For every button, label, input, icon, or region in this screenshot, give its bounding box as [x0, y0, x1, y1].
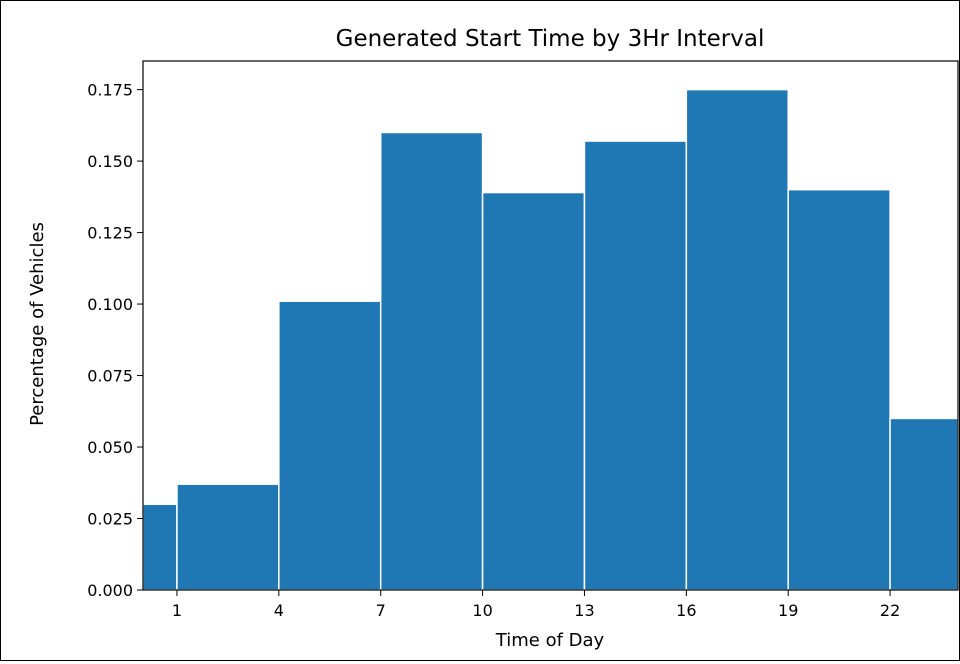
bar-5: [583, 140, 688, 591]
x-tick-label-1: 4: [274, 601, 284, 620]
bars-group: [142, 88, 959, 591]
bar-4: [481, 191, 586, 591]
x-axis: 1 4 7 10 13 16 19 22: [172, 590, 900, 620]
y-tick-label-5: 0.125: [87, 224, 133, 243]
x-tick-label-4: 13: [574, 601, 594, 620]
x-axis-label: Time of Day: [495, 630, 605, 651]
plot-area-frame: [142, 60, 959, 591]
bar-3: [379, 131, 484, 591]
bar-1: [176, 483, 280, 591]
bar-2: [278, 300, 382, 591]
y-axis: 0.000 0.025 0.050 0.075 0.100 0.125 0.150 0.175: [87, 81, 143, 600]
y-tick-label-7: 0.175: [87, 81, 133, 100]
x-tick-label-5: 16: [676, 601, 696, 620]
y-tick-label-6: 0.150: [87, 152, 133, 171]
y-tick-label-1: 0.025: [87, 510, 133, 529]
y-tick-label-0: 0.000: [87, 581, 133, 600]
y-tick-label-3: 0.075: [87, 367, 133, 386]
y-tick-label-4: 0.100: [87, 295, 133, 314]
bar-7: [787, 188, 891, 591]
x-tick-label-0: 1: [172, 601, 182, 620]
y-axis-label: Percentage of Vehicles: [27, 222, 48, 426]
chart-title: Generated Start Time by 3Hr Interval: [336, 26, 765, 52]
x-tick-label-7: 22: [880, 601, 900, 620]
bar-0: [142, 503, 178, 591]
bar-8: [889, 417, 959, 591]
x-tick-label-3: 10: [472, 601, 492, 620]
bar-6: [685, 88, 789, 591]
x-tick-label-2: 7: [376, 601, 386, 620]
y-tick-label-2: 0.050: [87, 438, 133, 457]
x-tick-label-6: 19: [778, 601, 798, 620]
